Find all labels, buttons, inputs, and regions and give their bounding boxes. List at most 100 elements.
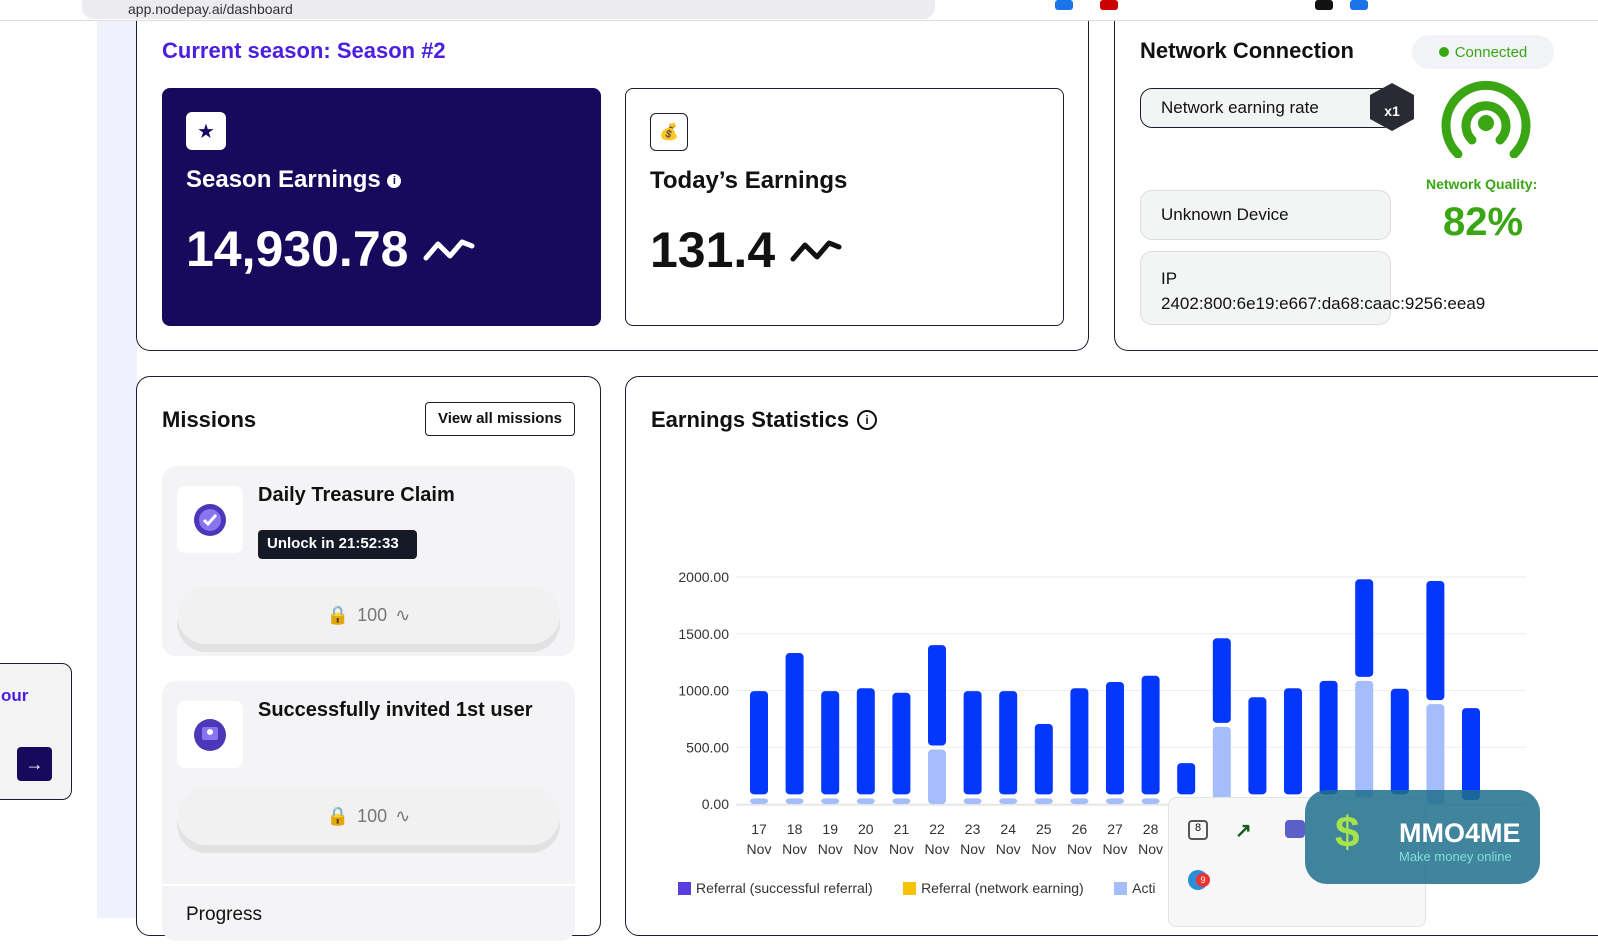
bar-segment (1212, 726, 1231, 804)
x-tick-label: 23 (965, 821, 981, 837)
address-bar[interactable]: app.nodepay.ai/dashboard (82, 0, 935, 19)
bar-segment (1284, 688, 1302, 795)
bar-segment (821, 798, 840, 804)
browser-toolbar: app.nodepay.ai/dashboard (0, 0, 1598, 21)
x-tick-label: 27 (1107, 821, 1123, 837)
bar-segment (821, 691, 840, 795)
bar-segment (892, 798, 911, 804)
promo-card: our → (0, 663, 72, 800)
mission-item: Daily Treasure Claim Unlock in 21:52:33 … (162, 466, 575, 656)
bar-segment (1034, 723, 1053, 795)
points-icon (423, 239, 475, 261)
dollar-logo-icon: $ (1335, 808, 1360, 857)
x-tick-label: 20 (858, 821, 874, 837)
signal-icon (1441, 80, 1531, 158)
promo-text: our (1, 686, 29, 705)
y-tick-label: 0.00 (702, 796, 729, 812)
url-text: app.nodepay.ai/dashboard (128, 1, 293, 17)
y-tick-label: 1000.00 (678, 683, 729, 699)
network-title: Network Connection (1140, 38, 1354, 63)
today-earnings-card: 💰 Today’s Earnings 131.4 (625, 88, 1064, 326)
bar-segment (750, 798, 768, 804)
season-earnings-value: 14,930.78 (186, 221, 409, 277)
claim-button[interactable]: 🔒 100 ∿ (177, 586, 560, 644)
mission-title: Successfully invited 1st user (258, 699, 533, 721)
x-tick-label: Nov (889, 841, 914, 857)
user-badge-icon (177, 701, 243, 768)
lock-icon: 🔒 (326, 604, 350, 625)
star-icon: ★ (186, 112, 226, 150)
x-tick-label: Nov (1103, 841, 1128, 857)
x-tick-label: 19 (822, 821, 838, 837)
bar-segment (1390, 688, 1409, 795)
earning-rate-label: Network earning rate (1161, 98, 1319, 117)
missions-card: Missions View all missions Daily Treasur… (136, 376, 601, 941)
bar-segment (750, 691, 768, 795)
extension-icon[interactable] (1100, 0, 1118, 10)
extension-icon[interactable] (1350, 0, 1368, 10)
x-tick-label: Nov (1067, 841, 1092, 857)
bar-segment (1106, 681, 1124, 795)
view-all-missions-button[interactable]: View all missions (425, 402, 575, 436)
mission-title: Daily Treasure Claim (258, 484, 455, 506)
y-tick-label: 2000.00 (678, 569, 729, 585)
y-tick-label: 500.00 (686, 739, 729, 755)
network-earning-rate: Network earning rate (1140, 88, 1395, 128)
bar-segment (1426, 704, 1445, 804)
bar-segment (928, 749, 946, 804)
bar-segment (1319, 680, 1338, 795)
extension-icon[interactable] (1315, 0, 1333, 10)
multiplier-text: x1 (1384, 103, 1400, 119)
teams-icon[interactable] (1285, 820, 1305, 838)
x-tick-label: 17 (751, 821, 767, 837)
network-connection-card: Network Connection Connected Network ear… (1114, 0, 1598, 351)
device-text: Unknown Device (1161, 205, 1289, 224)
season-title: Current season: Season #2 (162, 38, 446, 63)
bar-segment (1070, 688, 1089, 795)
x-tick-label: Nov (853, 841, 878, 857)
network-quality-value: 82% (1443, 200, 1524, 244)
reward-value: 100 (357, 805, 388, 826)
calendar-icon[interactable]: 8 (1188, 820, 1208, 840)
reward-value: 100 (357, 604, 388, 625)
ip-address: IP 2402:800:6e19:e667:da68:caac:9256:eea9 (1140, 251, 1485, 325)
x-tick-label: Nov (747, 841, 772, 857)
claim-button[interactable]: 🔒 100 ∿ (177, 787, 560, 845)
points-icon: ∿ (395, 805, 411, 826)
legend-item[interactable]: Referral (network earning) (903, 880, 1084, 896)
bar-segment (963, 798, 982, 804)
points-icon: ∿ (395, 604, 411, 625)
missions-title: Missions (162, 407, 257, 432)
arrow-right-button[interactable]: → (17, 747, 52, 781)
points-icon (790, 240, 842, 262)
bar-segment (785, 653, 804, 795)
x-tick-label: Nov (818, 841, 843, 857)
network-quality-label: Network Quality: (1426, 176, 1538, 192)
bar-segment (856, 798, 875, 804)
legend-swatch (903, 881, 917, 895)
chart-app-icon[interactable]: ↗ (1235, 820, 1252, 842)
watermark-tagline: Make money online (1399, 849, 1512, 864)
x-tick-label: 24 (1000, 821, 1016, 837)
legend-swatch (678, 881, 691, 895)
bar-segment (999, 798, 1018, 804)
bar-segment (1212, 638, 1231, 723)
status-dot-icon (1438, 47, 1449, 57)
bar-segment (785, 798, 804, 804)
info-icon[interactable]: i (857, 410, 878, 430)
legend-item[interactable]: Acti (1114, 880, 1155, 896)
x-tick-label: Nov (782, 841, 807, 857)
extension-icon[interactable] (1055, 0, 1073, 10)
legend-item[interactable]: Referral (successful referral) (678, 880, 873, 896)
info-icon[interactable]: i (387, 173, 402, 188)
mission-item: Successfully invited 1st user 🔒 100 ∿ Prog… (162, 681, 575, 941)
progress-label: Progress (162, 884, 575, 944)
ip-label: IP (1161, 269, 1178, 288)
notification-app-icon[interactable]: 9 (1188, 870, 1210, 890)
notification-badge: 9 (1196, 873, 1210, 887)
chart-legend: Referral (successful referral) Referral … (678, 880, 1181, 900)
unlock-timer-badge: Unlock in 21:52:33 (258, 530, 417, 559)
sidebar-gutter (97, 21, 137, 918)
bar-segment (1355, 680, 1374, 804)
legend-label: Acti (1132, 880, 1156, 896)
